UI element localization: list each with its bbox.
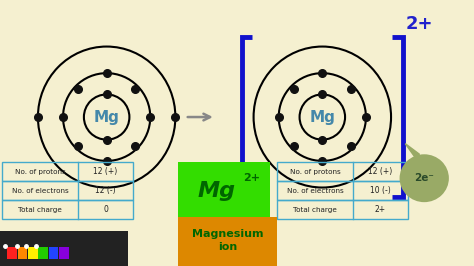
FancyBboxPatch shape — [178, 217, 277, 266]
Text: No. of protons: No. of protons — [15, 169, 66, 174]
Text: 0: 0 — [103, 205, 108, 214]
Text: Mg: Mg — [310, 110, 335, 124]
Text: 12 (+): 12 (+) — [93, 167, 118, 176]
FancyBboxPatch shape — [7, 247, 17, 259]
Text: 2+: 2+ — [405, 15, 433, 33]
FancyBboxPatch shape — [49, 247, 58, 259]
Text: Magnesium
ion: Magnesium ion — [192, 229, 263, 252]
Text: 2+: 2+ — [375, 205, 386, 214]
Text: Total charge: Total charge — [293, 207, 337, 213]
Ellipse shape — [400, 154, 449, 202]
Text: Mg: Mg — [198, 181, 236, 201]
Text: 10 (-): 10 (-) — [370, 186, 391, 195]
FancyBboxPatch shape — [28, 247, 37, 259]
Text: Mg: Mg — [94, 110, 119, 124]
Polygon shape — [405, 144, 419, 157]
Text: No. of electrons: No. of electrons — [287, 188, 344, 194]
Text: 2+: 2+ — [243, 173, 260, 183]
FancyBboxPatch shape — [38, 247, 48, 259]
FancyBboxPatch shape — [178, 162, 270, 219]
FancyBboxPatch shape — [59, 247, 69, 259]
Text: No. of electrons: No. of electrons — [12, 188, 69, 194]
Text: 12 (-): 12 (-) — [95, 186, 116, 195]
Text: 12 (+): 12 (+) — [368, 167, 392, 176]
FancyBboxPatch shape — [0, 231, 128, 266]
FancyBboxPatch shape — [18, 247, 27, 259]
Text: Total charge: Total charge — [18, 207, 62, 213]
Text: No. of protons: No. of protons — [290, 169, 341, 174]
Text: 2e⁻: 2e⁻ — [414, 173, 434, 183]
